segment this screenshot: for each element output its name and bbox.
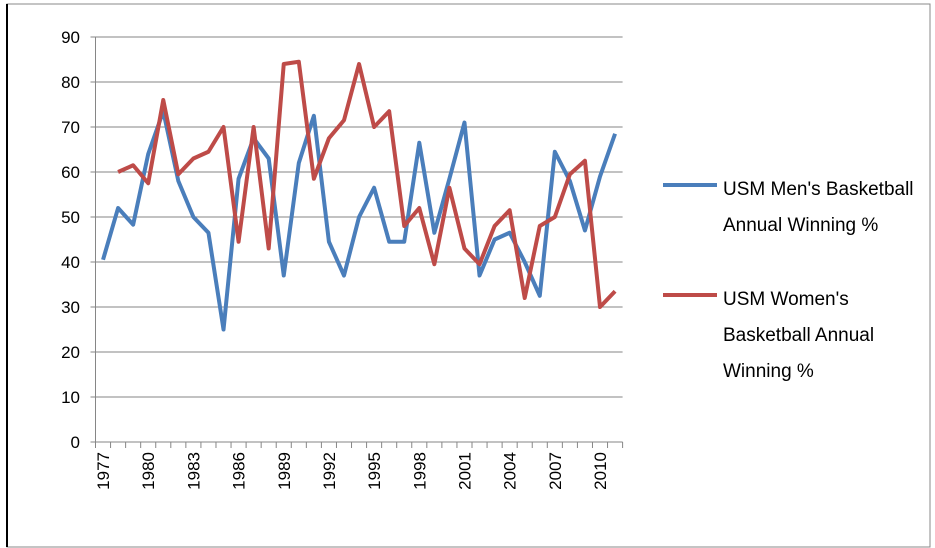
legend-label: USM Men's Basketball Annual Winning % [723,179,914,236]
x-tick-label: 1998 [410,452,429,490]
y-tick-label: 50 [61,208,80,227]
legend-label: USM Women's Basketball Annual Winning % [723,289,875,382]
y-tick-label: 0 [71,433,80,452]
y-tick-label: 30 [61,298,80,317]
x-tick-label: 1986 [230,452,249,490]
x-tick-label: 1995 [365,452,384,490]
x-tick-label: 2010 [591,452,610,490]
y-tick-label: 10 [61,388,80,407]
x-tick-label: 2001 [455,452,474,490]
x-tick-label: 2007 [546,452,565,490]
x-tick-label: 1992 [320,452,339,490]
chart-border [6,3,931,548]
y-tick-label: 80 [61,73,80,92]
y-tick-label: 20 [61,343,80,362]
y-tick-label: 90 [61,28,80,47]
y-tick-label: 60 [61,163,80,182]
x-tick-label: 1977 [94,452,113,490]
y-tick-label: 70 [61,118,80,137]
x-tick-label: 1980 [139,452,158,490]
x-tick-label: 2004 [501,452,520,490]
y-tick-label: 40 [61,253,80,272]
x-tick-label: 1989 [275,452,294,490]
series-line [117,59,617,309]
x-tick-label: 1983 [184,452,203,490]
